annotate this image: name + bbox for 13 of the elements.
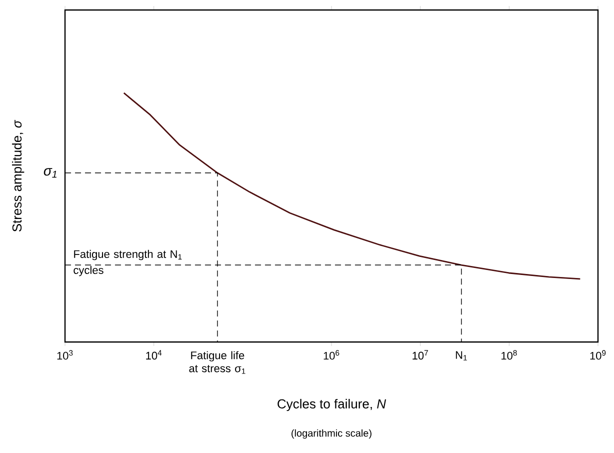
text: Fatigue strength at N$_{1}$ cycles <box>74 250 182 276</box>
text: Fatigue life at stress σ$_{1}$ <box>189 351 246 374</box>
x-tick-label: 10$^{4}$ <box>146 350 162 360</box>
text: (logarithmic scale) <box>292 429 372 439</box>
text: σ$_{1}$ <box>44 168 56 178</box>
text: N$_{1}$ <box>456 351 467 360</box>
x-tick-label: 10$^{8}$ <box>501 350 517 360</box>
x-tick-label: 10$^{3}$ <box>57 350 73 360</box>
y-axis-title: Stress amplitude, σ <box>12 120 24 232</box>
x-axis-title: Cycles to failure, N <box>278 398 386 412</box>
x-tick-label: 10$^{7}$ <box>412 350 428 360</box>
x-tick-label: 10$^{6}$ <box>324 350 340 360</box>
x-tick-label: 10$^{9}$ <box>590 350 606 360</box>
